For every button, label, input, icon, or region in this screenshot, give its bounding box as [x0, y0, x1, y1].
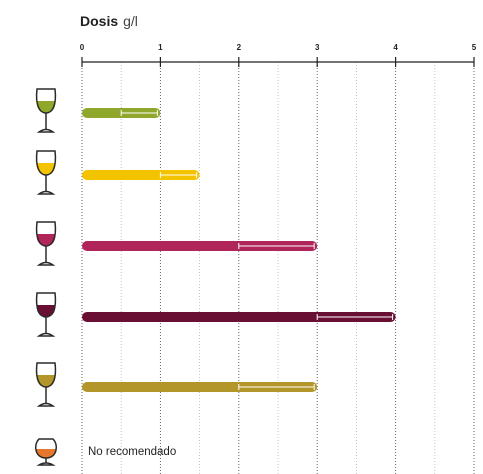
x-tick-label: 0: [80, 43, 85, 52]
x-tick-label: 4: [393, 43, 398, 52]
range-bracket: [238, 243, 315, 249]
glass-base: [36, 402, 56, 407]
x-tick-label: 5: [472, 43, 477, 52]
glass-base: [36, 128, 56, 133]
glass-base: [36, 261, 56, 266]
unit: g/l: [123, 13, 138, 29]
x-tick-label: 1: [158, 43, 163, 52]
glass-base: [36, 462, 56, 466]
glass-liquid: [36, 305, 56, 317]
range-bracket: [120, 110, 158, 116]
glass-liquid: [36, 449, 56, 458]
bar: [82, 241, 318, 251]
range-bracket: [238, 384, 315, 390]
glass-liquid: [36, 234, 56, 246]
range-bracket: [316, 314, 394, 320]
x-tick-label: 3: [315, 43, 320, 52]
glass-base: [36, 190, 56, 195]
glass-liquid: [36, 163, 56, 175]
range-bracket: [159, 172, 198, 178]
glass-bowl: [35, 88, 57, 114]
bar: [82, 382, 318, 392]
title: Dosis: [80, 13, 118, 29]
glass-bowl: [34, 438, 58, 459]
glass-bowl: [35, 150, 57, 176]
annotation: No recomendado: [88, 446, 176, 458]
glass-liquid: [36, 101, 56, 113]
chart-title: Dosis g/l: [80, 13, 138, 29]
bar: [82, 170, 200, 180]
x-tick-label: 2: [237, 43, 242, 52]
glass-bowl: [35, 221, 57, 247]
glass-liquid: [36, 375, 56, 387]
glass-base: [36, 332, 56, 337]
